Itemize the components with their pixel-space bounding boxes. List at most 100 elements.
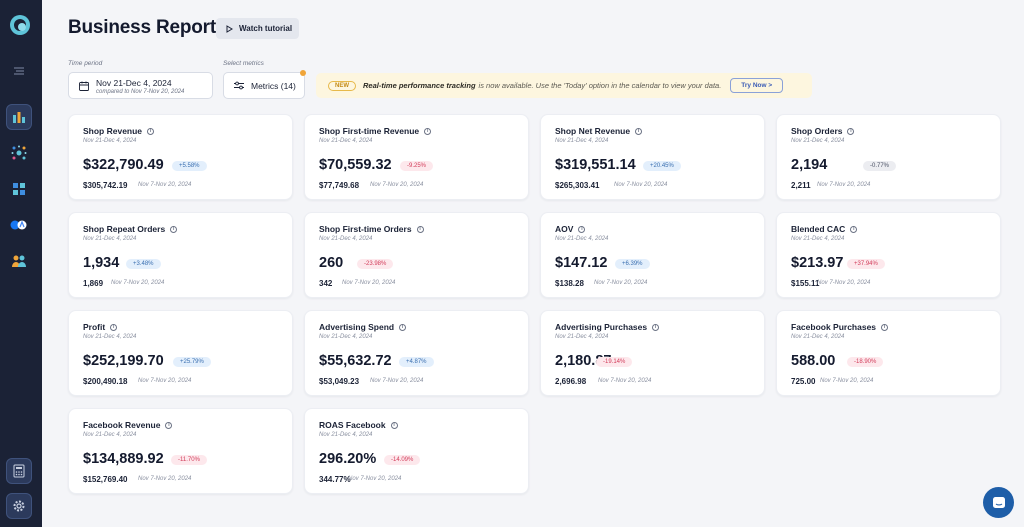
info-icon[interactable]: i xyxy=(390,421,398,429)
calendar-icon xyxy=(79,81,89,91)
metric-title-text: Facebook Purchases xyxy=(791,322,877,332)
metric-previous-date: Nov 7-Nov 20, 2024 xyxy=(370,182,424,188)
metric-card[interactable]: Shop First-time Revenue i Nov 21-Dec 4, 20… xyxy=(304,114,529,200)
metric-change-badge: +6.39% xyxy=(615,259,650,269)
brand-logo-icon[interactable] xyxy=(9,14,31,36)
metric-previous-date: Nov 7-Nov 20, 2024 xyxy=(598,378,652,384)
info-icon[interactable]: i xyxy=(635,127,643,135)
sidebar-item-audience[interactable] xyxy=(6,248,32,274)
info-icon[interactable]: i xyxy=(165,421,173,429)
metric-value: $70,559.32 xyxy=(319,157,392,173)
metric-card[interactable]: Advertising Spend i Nov 21-Dec 4, 2024 $55,… xyxy=(304,310,529,396)
sliders-icon xyxy=(234,81,244,90)
info-icon[interactable]: i xyxy=(847,127,855,135)
metric-title: Shop First-time Revenue i xyxy=(319,126,432,136)
metric-card[interactable]: Facebook Purchases i Nov 21-Dec 4, 2024 588… xyxy=(776,310,1001,396)
metric-value: $252,199.70 xyxy=(83,353,164,369)
announcement-banner: NEW Real-time performance tracking is no… xyxy=(316,73,812,98)
try-now-button[interactable]: Try Now > xyxy=(730,78,784,93)
collapse-menu-icon[interactable] xyxy=(6,58,32,84)
metric-change-badge: -23.98% xyxy=(357,259,394,269)
metric-value: $147.12 xyxy=(555,255,608,271)
info-icon[interactable]: i xyxy=(416,225,424,233)
metric-date: Nov 21-Dec 4, 2024 xyxy=(791,334,845,340)
select-metrics-button[interactable]: Metrics (14) xyxy=(223,72,305,99)
metric-date: Nov 21-Dec 4, 2024 xyxy=(319,432,373,438)
metric-previous-date: Nov 7-Nov 20, 2024 xyxy=(820,378,874,384)
metric-date: Nov 21-Dec 4, 2024 xyxy=(319,236,373,242)
metric-title-text: AOV xyxy=(555,224,574,234)
metric-value: $322,790.49 xyxy=(83,157,164,173)
metric-previous-value: 342 xyxy=(319,279,333,288)
sidebar-item-network[interactable] xyxy=(6,140,32,166)
sidebar xyxy=(0,0,42,527)
metric-previous-value: $53,049.23 xyxy=(319,377,360,386)
sidebar-item-reports[interactable] xyxy=(6,104,32,130)
metric-title: Blended CAC i xyxy=(791,224,858,234)
gear-icon xyxy=(13,500,25,512)
banner-bold-text: Real-time performance tracking xyxy=(363,81,476,90)
metric-change-badge: +3.48% xyxy=(126,259,161,269)
info-icon[interactable]: i xyxy=(110,323,118,331)
metric-title-text: Shop Revenue xyxy=(83,126,143,136)
metric-card[interactable]: Shop Orders i Nov 21-Dec 4, 2024 2,194 -0.77… xyxy=(776,114,1001,200)
metric-previous-value: $305,742.19 xyxy=(83,181,128,190)
metric-value: $55,632.72 xyxy=(319,353,392,369)
metric-card[interactable]: Shop Net Revenue i Nov 21-Dec 4, 2024 $319,… xyxy=(540,114,765,200)
metric-title: Advertising Spend i xyxy=(319,322,407,332)
metric-title-text: Advertising Spend xyxy=(319,322,395,332)
metric-previous-date: Nov 7-Nov 20, 2024 xyxy=(594,280,648,286)
metric-change-badge: -11.70% xyxy=(171,455,207,465)
metric-value: 1,934 xyxy=(83,255,120,271)
metric-title: Shop Orders i xyxy=(791,126,855,136)
time-period-picker[interactable]: Nov 21-Dec 4, 2024 compared to Nov 7-Nov… xyxy=(68,72,213,99)
metric-previous-value: $77,749.68 xyxy=(319,181,360,190)
metric-date: Nov 21-Dec 4, 2024 xyxy=(791,138,845,144)
metric-card[interactable]: ROAS Facebook i Nov 21-Dec 4, 2024 296.20% -… xyxy=(304,408,529,494)
info-icon[interactable]: i xyxy=(652,323,660,331)
info-icon[interactable]: i xyxy=(424,127,432,135)
metric-title: ROAS Facebook i xyxy=(319,420,398,430)
metric-previous-date: Nov 7-Nov 20, 2024 xyxy=(138,378,192,384)
metric-date: Nov 21-Dec 4, 2024 xyxy=(83,236,137,242)
metric-title: Shop Net Revenue i xyxy=(555,126,643,136)
info-icon[interactable]: i xyxy=(578,225,586,233)
banner-text: is now available. Use the 'Today' option… xyxy=(478,81,722,90)
info-icon[interactable]: i xyxy=(147,127,155,135)
metric-card[interactable]: Blended CAC i Nov 21-Dec 4, 2024 $213.97 +37… xyxy=(776,212,1001,298)
metric-card[interactable]: Profit i Nov 21-Dec 4, 2024 $252,199.70 +25.… xyxy=(68,310,293,396)
metric-card[interactable]: Shop Revenue i Nov 21-Dec 4, 2024 $322,790.… xyxy=(68,114,293,200)
metric-card[interactable]: AOV i Nov 21-Dec 4, 2024 $147.12 +6.39% $138.… xyxy=(540,212,765,298)
metric-card[interactable]: Facebook Revenue i Nov 21-Dec 4, 2024 $134,… xyxy=(68,408,293,494)
metric-card[interactable]: Shop Repeat Orders i Nov 21-Dec 4, 2024 1,9… xyxy=(68,212,293,298)
metric-card[interactable]: Shop First-time Orders i Nov 21-Dec 4, 202… xyxy=(304,212,529,298)
metric-title-text: Facebook Revenue xyxy=(83,420,161,430)
metric-title-text: Advertising Purchases xyxy=(555,322,648,332)
metric-title-text: Shop First-time Orders xyxy=(319,224,412,234)
notification-dot xyxy=(300,70,306,76)
watch-tutorial-button[interactable]: Watch tutorial xyxy=(216,18,299,39)
chat-button[interactable] xyxy=(983,487,1014,518)
sidebar-item-dashboard[interactable] xyxy=(6,176,32,202)
info-icon[interactable]: i xyxy=(399,323,407,331)
metric-previous-date: Nov 7-Nov 20, 2024 xyxy=(138,182,192,188)
metric-title-text: Shop Repeat Orders xyxy=(83,224,166,234)
metric-value: 588.00 xyxy=(791,353,836,369)
metric-title: Advertising Purchases i xyxy=(555,322,660,332)
network-icon xyxy=(11,145,27,160)
metric-change-badge: -18.90% xyxy=(847,357,884,367)
sidebar-item-calculator[interactable] xyxy=(6,458,32,484)
info-icon[interactable]: i xyxy=(850,225,858,233)
sidebar-item-settings[interactable] xyxy=(6,493,32,519)
sidebar-item-integrations[interactable] xyxy=(6,212,32,238)
chat-icon xyxy=(992,496,1005,508)
metric-previous-date: Nov 7-Nov 20, 2024 xyxy=(342,280,396,286)
metric-previous-value: $200,490.18 xyxy=(83,377,128,386)
metric-previous-date: Nov 7-Nov 20, 2024 xyxy=(817,182,871,188)
metric-title: AOV i xyxy=(555,224,586,234)
metric-title: Shop Revenue i xyxy=(83,126,155,136)
info-icon[interactable]: i xyxy=(170,225,178,233)
metric-card[interactable]: Advertising Purchases i Nov 21-Dec 4, 2024… xyxy=(540,310,765,396)
metric-previous-date: Nov 7-Nov 20, 2024 xyxy=(111,280,165,286)
info-icon[interactable]: i xyxy=(881,323,889,331)
